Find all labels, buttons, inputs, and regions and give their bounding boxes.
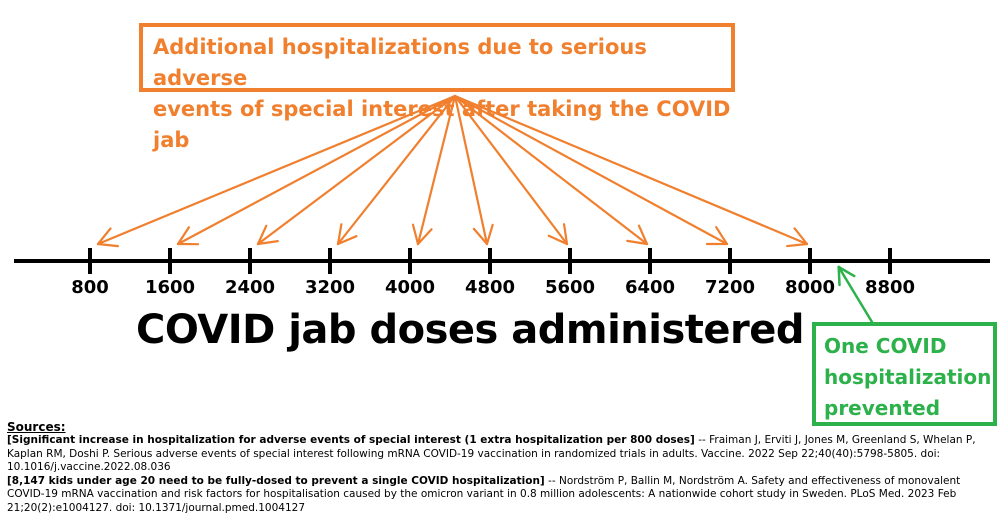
orange-arrow-6400: [453, 94, 649, 246]
orange-arrow-2400: [256, 94, 457, 246]
source-1-claim: [Significant increase in hospitalization…: [7, 434, 695, 446]
orange-arrow-800: [96, 94, 457, 248]
tick-label-6400: 6400: [624, 277, 676, 298]
hospitalization-prevented-text: One COVID hospitalization prevented: [824, 334, 992, 420]
orange-arrows: [96, 94, 809, 248]
tick-label-2400: 2400: [224, 277, 276, 298]
tick-label-1600: 1600: [144, 277, 196, 298]
tick-label-4000: 4000: [384, 277, 436, 298]
hospitalization-prevented-box: One COVID hospitalization prevented: [812, 322, 997, 426]
orange-arrow-5600: [453, 94, 569, 246]
source-item: [8,147 kids under age 20 need to be full…: [7, 475, 997, 516]
green-arrow-head-0: [837, 265, 856, 278]
axis-ticks: [88, 248, 892, 274]
orange-arrow-7200: [453, 94, 729, 246]
orange-arrow-1600: [176, 94, 457, 246]
tick-label-4800: 4800: [464, 277, 516, 298]
orange-arrow-8000: [453, 94, 809, 248]
tick-label-7200: 7200: [704, 277, 756, 298]
green-arrow: [837, 265, 874, 324]
green-arrow-head-1: [837, 265, 841, 287]
tick-label-8800: 8800: [864, 277, 916, 298]
green-arrow-shaft: [837, 265, 874, 324]
source-2-citation: -- Nordström P, Ballin M, Nordström A. S…: [7, 474, 961, 514]
tick-label-3200: 3200: [304, 277, 356, 298]
sources-section: Sources: [Significant increase in hospit…: [7, 420, 997, 516]
tick-label-8000: 8000: [784, 277, 836, 298]
tick-label-5600: 5600: [544, 277, 596, 298]
source-1-citation: -- Fraiman J, Erviti J, Jones M, Greenla…: [7, 434, 976, 474]
orange-arrow-4000: [411, 94, 457, 246]
orange-arrow-4800: [453, 94, 494, 246]
tick-label-800: 800: [71, 277, 109, 298]
additional-hospitalizations-box: Additional hospitalizations due to serio…: [139, 23, 735, 152]
source-2-claim: [8,147 kids under age 20 need to be full…: [7, 474, 545, 487]
additional-hospitalizations-text: Additional hospitalizations due to serio…: [153, 35, 731, 152]
source-item: [Significant increase in hospitalization…: [7, 434, 997, 475]
sources-heading: Sources:: [7, 420, 66, 434]
axis-title: COVID jab doses administered: [135, 307, 805, 353]
orange-arrow-3200: [336, 94, 457, 246]
